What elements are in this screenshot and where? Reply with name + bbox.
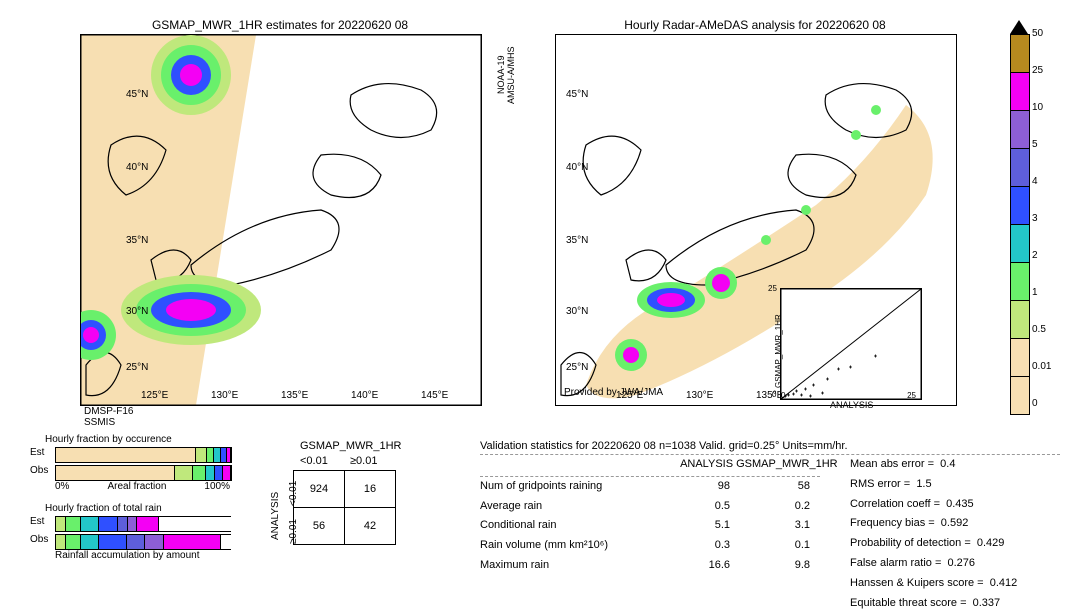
svg-text:30°N: 30°N [566,306,588,317]
scatter-ylabel: GSMAP_MWR_1HR [774,314,783,388]
svg-text:40°N: 40°N [566,162,588,173]
occurrence-title: Hourly fraction by occurence [45,434,222,445]
contingency-col1: ≥0.01 [350,455,377,467]
contingency-row-header: ANALYSIS [270,492,281,540]
left-map-side-note2: AMSU-A/MHS [506,46,516,104]
totalrain-chart: Hourly fraction of total rain Est Obs Ra… [55,503,231,561]
svg-text:130°E: 130°E [211,390,239,401]
svg-text:130°E: 130°E [686,390,714,401]
colorbar: 00.010.512345102550 [1010,34,1030,404]
right-map-title: Hourly Radar-AMeDAS analysis for 2022062… [555,18,955,32]
svg-text:30°N: 30°N [126,306,148,317]
svg-text:35°N: 35°N [566,235,588,246]
svg-text:25°N: 25°N [126,362,148,373]
totalrain-title: Hourly fraction of total rain [45,503,221,514]
svg-text:45°N: 45°N [126,89,148,100]
left-map-caption: DMSP-F16 SSMIS [84,406,133,428]
contingency-col-header: GSMAP_MWR_1HR [300,440,401,452]
totalrain-caption: Rainfall accumulation by amount [55,550,231,561]
colorbar-arrowhead [1010,20,1028,34]
provider-label: Provided by JWA/JMA [564,387,663,398]
svg-text:25°N: 25°N [566,362,588,373]
svg-text:145°E: 145°E [421,390,449,401]
scatter-inset: 0 25 [780,288,922,400]
contingency-table: 92416 5642 [293,470,396,545]
occurrence-chart: Hourly fraction by occurence Est Obs 0% … [55,434,232,492]
svg-text:0: 0 [781,391,786,399]
validation-title: Validation statistics for 20220620 08 n=… [480,440,1060,452]
svg-text:40°N: 40°N [126,162,148,173]
svg-text:25: 25 [907,391,916,399]
contingency-col0: <0.01 [300,455,328,467]
left-map-panel: 25°N 30°N 35°N 40°N 45°N 125°E 130°E 135… [80,34,482,406]
svg-text:45°N: 45°N [566,89,588,100]
validation-block: Validation statistics for 20220620 08 n=… [480,440,1060,613]
svg-text:125°E: 125°E [141,390,169,401]
left-map-title: GSMAP_MWR_1HR estimates for 20220620 08 [80,18,480,32]
scatter-xlabel: ANALYSIS [830,400,873,410]
svg-text:35°N: 35°N [126,235,148,246]
svg-text:140°E: 140°E [351,390,379,401]
svg-text:135°E: 135°E [281,390,309,401]
left-map-side-note: NOAA-19 [496,55,506,94]
